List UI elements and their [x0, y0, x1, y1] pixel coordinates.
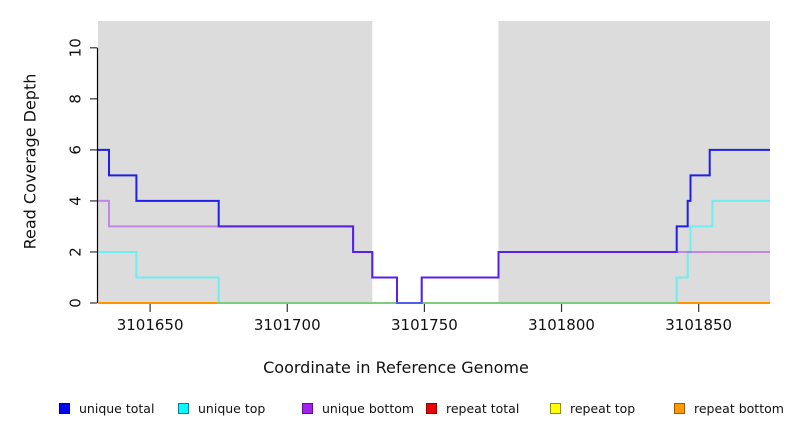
- x-tick-label: 3101650: [117, 316, 184, 334]
- legend-item-unique-bottom: unique bottom: [302, 399, 414, 417]
- unique-bottom-swatch-icon: [302, 402, 313, 414]
- x-tick-label: 3101700: [254, 316, 321, 334]
- legend-label: repeat top: [570, 400, 636, 416]
- legend-label: unique total: [79, 400, 155, 416]
- x-tick-label: 3101750: [391, 316, 458, 334]
- y-tick-label: 8: [67, 94, 85, 104]
- legend-item-repeat-total: repeat total: [426, 399, 519, 417]
- x-tick-label: 3101800: [528, 316, 595, 334]
- legend-item-repeat-bottom: repeat bottom: [674, 399, 784, 417]
- legend-item-unique-total: unique total: [59, 399, 154, 417]
- repeat-top-swatch-icon: [550, 402, 561, 414]
- y-axis-label: Read Coverage Depth: [20, 73, 40, 250]
- y-tick-label: 4: [67, 196, 85, 206]
- line-unique-bottom: [98, 199, 770, 304]
- repeat-bottom-swatch-icon: [674, 402, 685, 414]
- legend-label: unique top: [198, 400, 266, 416]
- uncovered-region-band: [372, 21, 499, 303]
- legend-item-repeat-top: repeat top: [550, 399, 635, 417]
- legend: unique total unique top unique bottom re…: [0, 399, 792, 421]
- legend-label: repeat total: [446, 400, 520, 416]
- x-tick-label: 3101850: [665, 316, 732, 334]
- y-tick-label: 2: [67, 247, 85, 257]
- x-axis-label: Coordinate in Reference Genome: [263, 358, 529, 377]
- line-unique-top: [98, 199, 770, 304]
- y-tick-label: 0: [67, 298, 85, 308]
- unique-top-swatch-icon: [178, 402, 189, 414]
- repeat-total-swatch-icon: [426, 402, 437, 414]
- y-tick-label: 6: [67, 145, 85, 155]
- unique-total-swatch-icon: [59, 402, 70, 414]
- legend-label: unique bottom: [322, 400, 415, 416]
- legend-item-unique-top: unique top: [178, 399, 265, 417]
- y-tick-label: 10: [67, 38, 85, 57]
- legend-label: repeat bottom: [694, 400, 784, 416]
